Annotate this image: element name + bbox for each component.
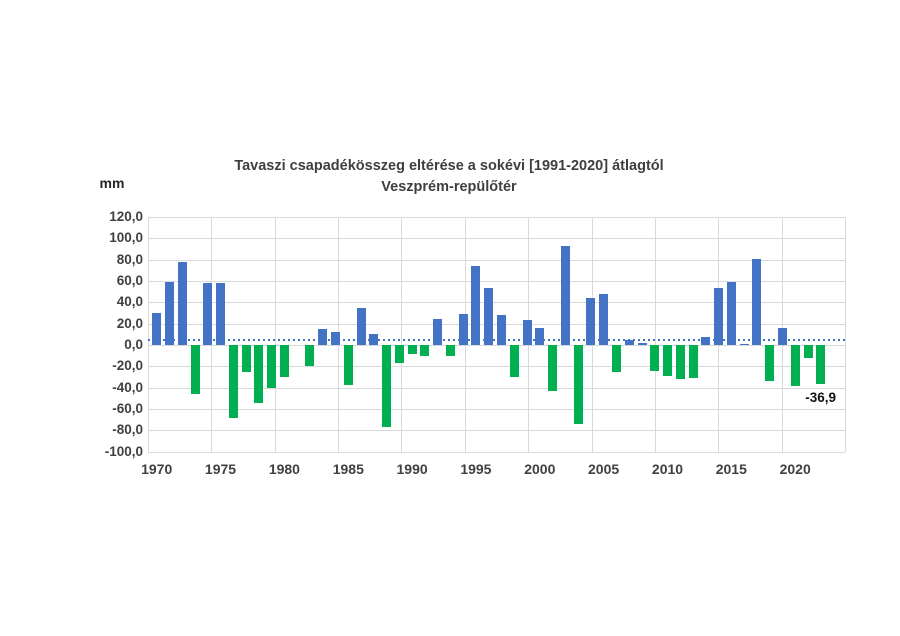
horizontal-gridline [148,430,845,432]
bar-2002 [560,245,570,345]
bar-2004 [586,298,596,345]
vertical-gridline [148,216,149,452]
horizontal-gridline [148,387,845,389]
x-axis-tick-label: 1970 [141,461,173,477]
bar-1973 [190,345,200,395]
vertical-gridline [274,216,276,452]
horizontal-gridline [148,451,845,453]
bar-2008 [637,342,647,345]
bar-1991 [420,345,430,356]
bar-2017 [752,258,762,345]
bar-1994 [458,314,468,345]
reference-trend-line [148,339,845,342]
bar-1972 [177,261,187,345]
horizontal-gridline [148,366,845,368]
x-axis-tick-label: 2005 [588,461,620,477]
x-axis-tick-label: 2000 [524,461,556,477]
bar-1984 [331,332,340,345]
chart-title-line1: Tavaszi csapadékösszeg eltérése a sokévi… [234,158,664,174]
bar-2012 [688,345,698,379]
horizontal-gridline [148,345,845,346]
y-axis-tick-label: -100,0 [104,443,143,459]
bar-2007 [624,339,634,345]
bar-1976 [228,345,238,418]
y-axis-tick-label: -40,0 [112,379,143,395]
bar-1971 [165,282,174,345]
bar-2006 [611,345,621,372]
y-axis-tick-label: 60,0 [116,272,143,288]
x-axis-tick-label: 1980 [268,461,300,477]
bar-2014 [714,288,724,345]
last-value-data-label: -36,9 [805,390,837,405]
bar-2022 [816,345,826,385]
bar-1989 [394,345,404,364]
bar-1992 [433,319,443,345]
bar-1983 [318,329,328,345]
bar-1986 [356,307,366,345]
x-axis-tick-label: 2020 [779,461,811,477]
horizontal-gridline [148,280,845,282]
horizontal-gridline [148,409,845,411]
y-axis-tick-label: 120,0 [109,208,143,224]
bar-2016 [739,343,749,345]
y-axis-tick-label: -20,0 [112,358,143,374]
x-axis-tick-label: 1975 [204,461,237,477]
bar-2005 [599,293,609,345]
bar-2009 [650,345,660,371]
bar-2001 [548,345,558,391]
horizontal-gridline [148,238,845,240]
bar-2000 [535,327,545,345]
y-axis-tick-label: 20,0 [116,315,143,331]
chart-title-line2: Veszprém-repülőtér [381,178,517,195]
horizontal-gridline [148,216,845,218]
bar-1982 [305,345,315,367]
y-axis-tick-label: 100,0 [109,230,143,246]
y-axis-tick-label: 0,0 [124,337,143,352]
bar-1997 [497,315,506,345]
vertical-gridline [845,216,846,452]
y-axis-tick-label: -80,0 [112,422,143,438]
bar-1996 [484,288,494,345]
chart-title: Tavaszi csapadékösszeg eltérése a sokévi… [50,156,848,197]
vertical-gridline [401,216,403,452]
y-axis-tick-label: 40,0 [116,294,143,310]
x-axis-tick-label: 2015 [715,461,747,477]
bar-2010 [663,345,672,376]
vertical-gridline [654,216,656,452]
bar-1979 [267,345,277,388]
bar-2019 [777,327,787,345]
bar-1978 [254,345,264,403]
horizontal-gridline [148,323,845,325]
horizontal-gridline [148,302,845,304]
bar-2020 [790,345,800,386]
bar-1993 [445,345,455,356]
x-axis-tick-label: 2010 [651,461,684,477]
x-axis-tick-label: 1990 [396,461,428,477]
bar-1999 [522,320,532,345]
bar-1990 [407,345,417,354]
bar-2015 [726,282,736,345]
bar-1995 [471,266,481,345]
bar-1985 [343,345,353,385]
bar-2018 [765,345,775,382]
x-axis-tick-label: 1985 [332,461,364,477]
bar-1975 [216,283,225,345]
bar-1977 [241,345,251,372]
bar-2003 [573,345,583,424]
bar-1974 [203,283,213,345]
y-axis-tick-label: -60,0 [112,401,143,417]
bar-2011 [675,345,685,380]
bar-1980 [279,345,289,377]
horizontal-gridline [148,259,845,261]
bar-1988 [382,345,392,428]
x-axis-tick-label: 1995 [460,461,492,477]
y-axis-unit-label: mm [99,175,125,191]
bar-1970 [152,313,162,345]
bar-2021 [803,345,813,358]
y-axis-tick-label: 80,0 [116,251,143,267]
bar-1998 [509,345,519,377]
